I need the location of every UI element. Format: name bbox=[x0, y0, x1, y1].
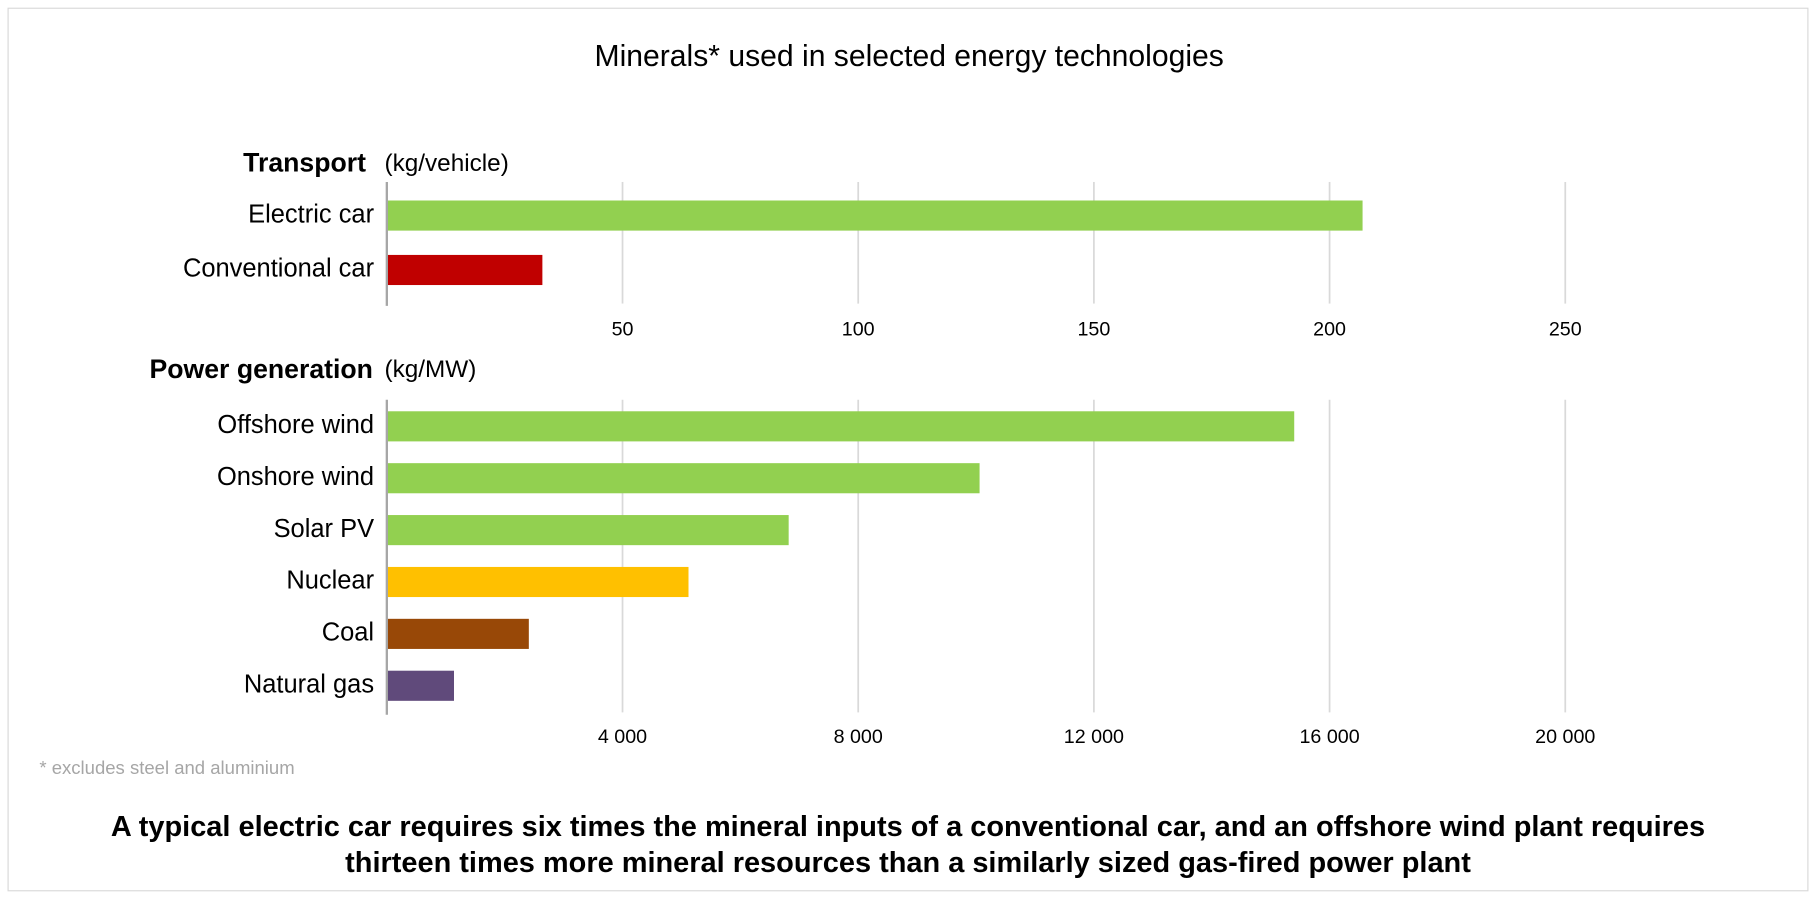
y-tick-label: Conventional car bbox=[183, 255, 375, 283]
y-tick-label: Onshore wind bbox=[217, 463, 374, 491]
bar bbox=[386, 254, 543, 286]
bar bbox=[386, 566, 689, 598]
x-tick-label: 50 bbox=[612, 318, 634, 340]
y-tick-label: Coal bbox=[322, 619, 374, 647]
x-tick-label: 150 bbox=[1077, 318, 1110, 340]
x-tick-label: 16 000 bbox=[1299, 726, 1359, 748]
y-tick-label: Electric car bbox=[248, 200, 374, 228]
bar bbox=[386, 463, 980, 494]
bar bbox=[386, 200, 1363, 231]
bar bbox=[386, 670, 454, 701]
chart-title: Minerals* used in selected energy techno… bbox=[594, 40, 1223, 73]
caption: A typical electric car requires six time… bbox=[111, 811, 1705, 843]
x-tick-label: 8 000 bbox=[834, 726, 883, 748]
x-tick-label: 100 bbox=[842, 318, 875, 340]
bar bbox=[386, 411, 1295, 442]
x-tick-label: 20 000 bbox=[1535, 726, 1595, 748]
y-tick-label: Solar PV bbox=[274, 515, 375, 543]
unit-label: (kg/MW) bbox=[385, 356, 477, 383]
caption: thirteen times more mineral resources th… bbox=[345, 847, 1471, 879]
unit-label: (kg/vehicle) bbox=[385, 150, 509, 177]
y-tick-label: Natural gas bbox=[244, 670, 374, 698]
y-tick-label: Nuclear bbox=[286, 567, 374, 595]
group-title: Power generation bbox=[150, 354, 373, 384]
x-tick-label: 250 bbox=[1549, 318, 1582, 340]
bar bbox=[386, 618, 529, 649]
x-tick-label: 200 bbox=[1313, 318, 1346, 340]
x-tick-label: 12 000 bbox=[1064, 726, 1124, 748]
frame bbox=[7, 7, 1809, 892]
bar bbox=[386, 515, 789, 546]
footnote: * excludes steel and aluminium bbox=[39, 757, 294, 778]
group-title: Transport bbox=[243, 148, 366, 178]
y-tick-label: Offshore wind bbox=[217, 411, 374, 439]
x-tick-label: 4 000 bbox=[598, 726, 647, 748]
